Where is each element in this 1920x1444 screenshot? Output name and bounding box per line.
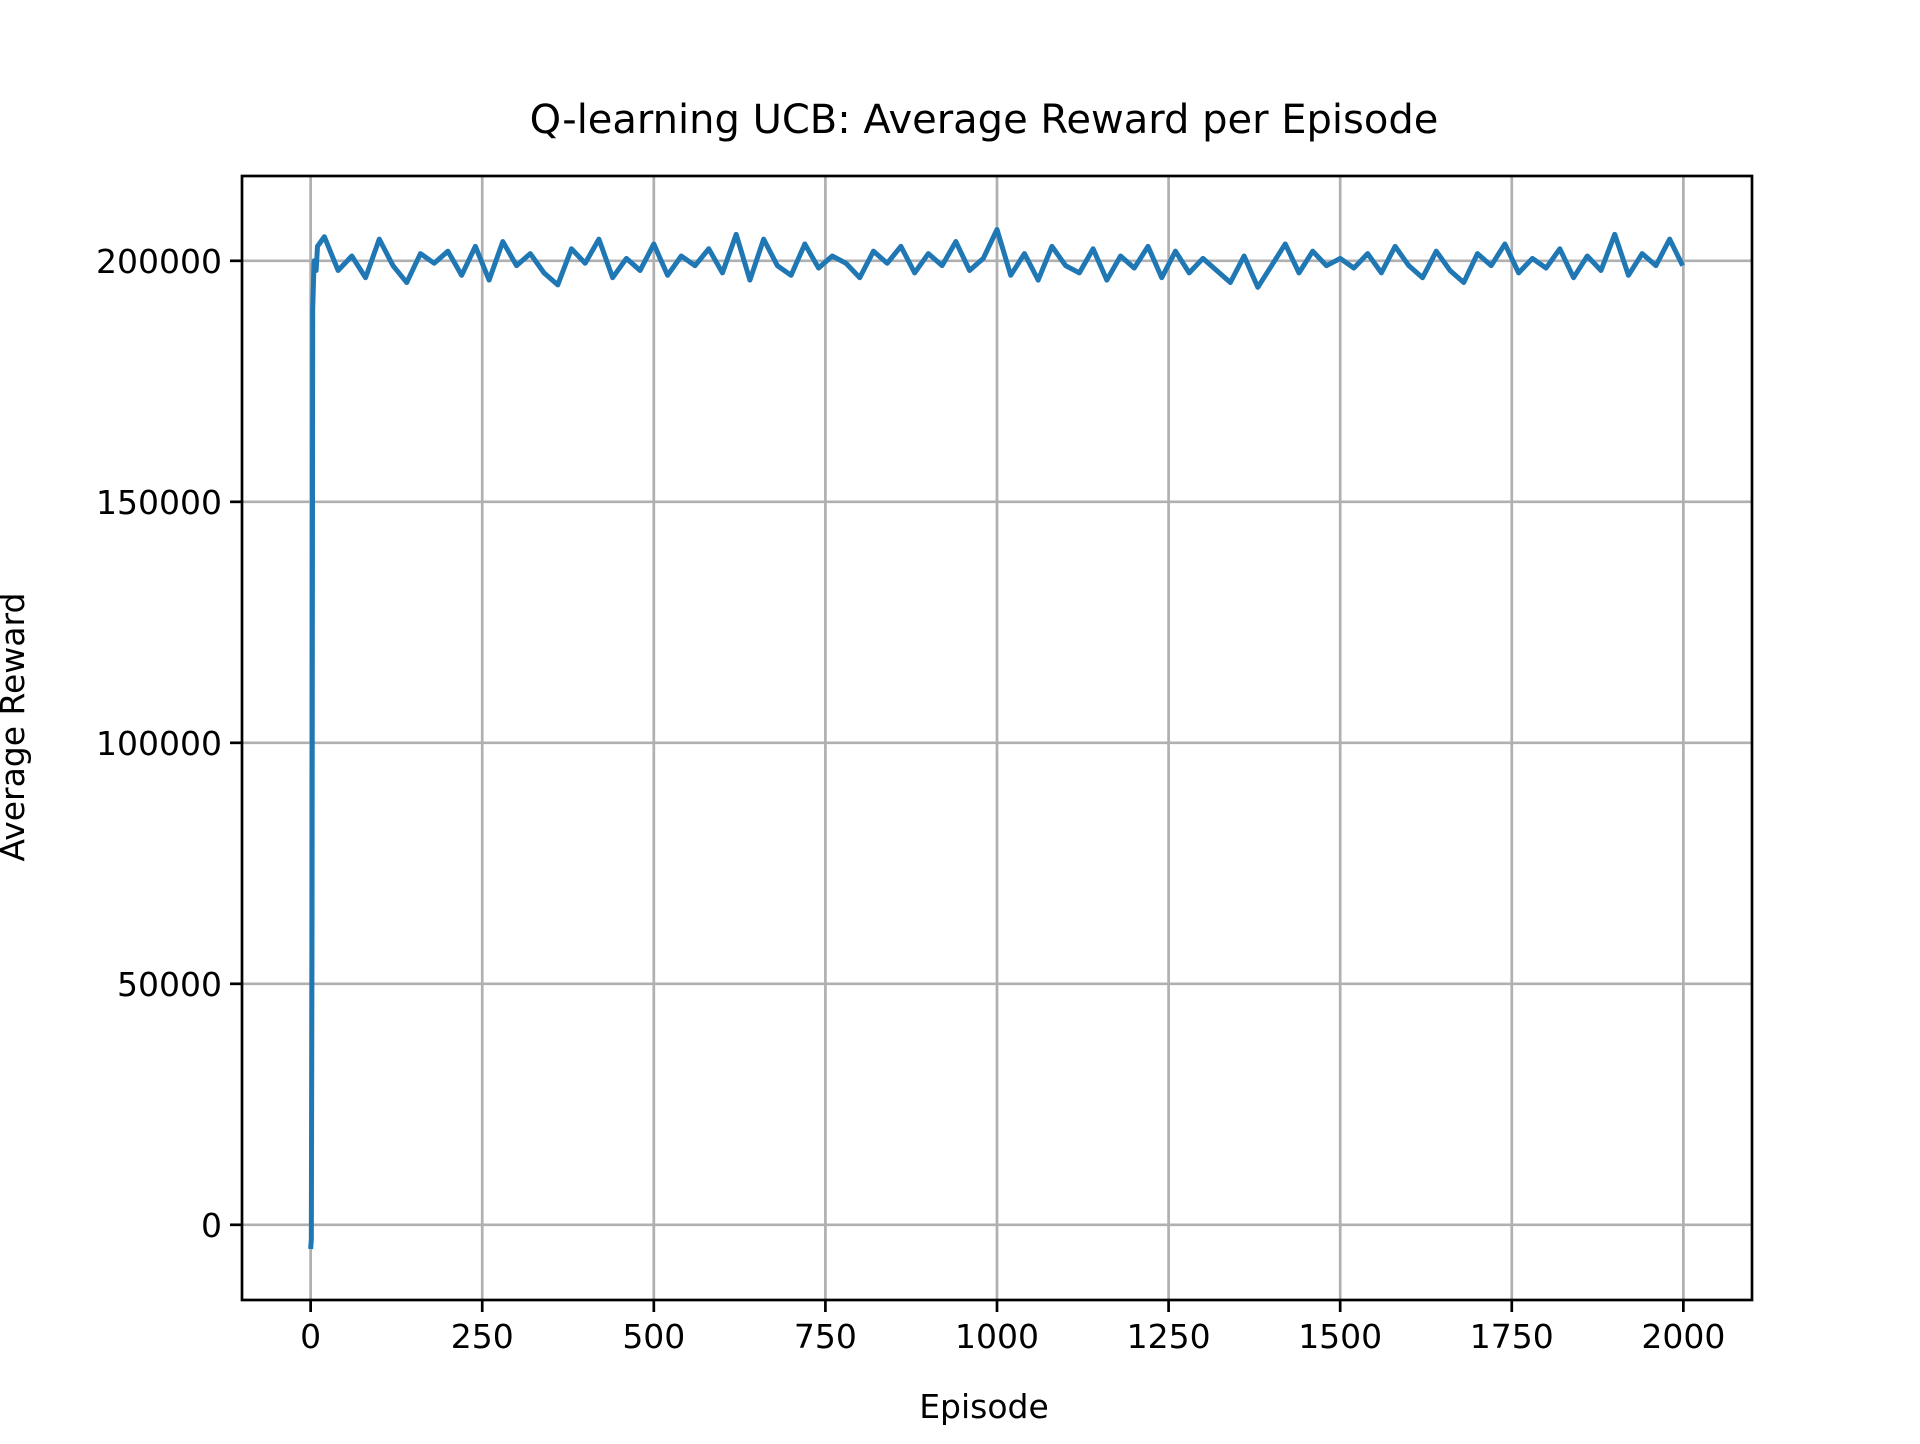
- data-line: [308, 227, 1685, 1250]
- y-tick-label: 100000: [96, 724, 222, 763]
- y-tick-label: 200000: [96, 242, 222, 281]
- x-axis-label: Episode: [919, 1387, 1049, 1426]
- x-tick-label: 0: [300, 1317, 321, 1356]
- x-tick-label: 1000: [955, 1317, 1039, 1356]
- x-tick-label: 500: [622, 1317, 685, 1356]
- y-axis-label: Average Reward: [0, 593, 32, 862]
- chart-title: Q-learning UCB: Average Reward per Episo…: [530, 97, 1439, 143]
- x-tick-label: 2000: [1641, 1317, 1725, 1356]
- x-tick-label: 1250: [1127, 1317, 1211, 1356]
- y-tick-label: 50000: [117, 965, 222, 1004]
- y-tick-label: 0: [201, 1206, 222, 1245]
- x-tick-label: 1500: [1298, 1317, 1382, 1356]
- plot-frame: [240, 174, 1754, 1302]
- x-tick-label: 750: [794, 1317, 857, 1356]
- y-tick-label: 150000: [96, 483, 222, 522]
- x-tick-label: 1750: [1470, 1317, 1554, 1356]
- x-tick-label: 250: [451, 1317, 514, 1356]
